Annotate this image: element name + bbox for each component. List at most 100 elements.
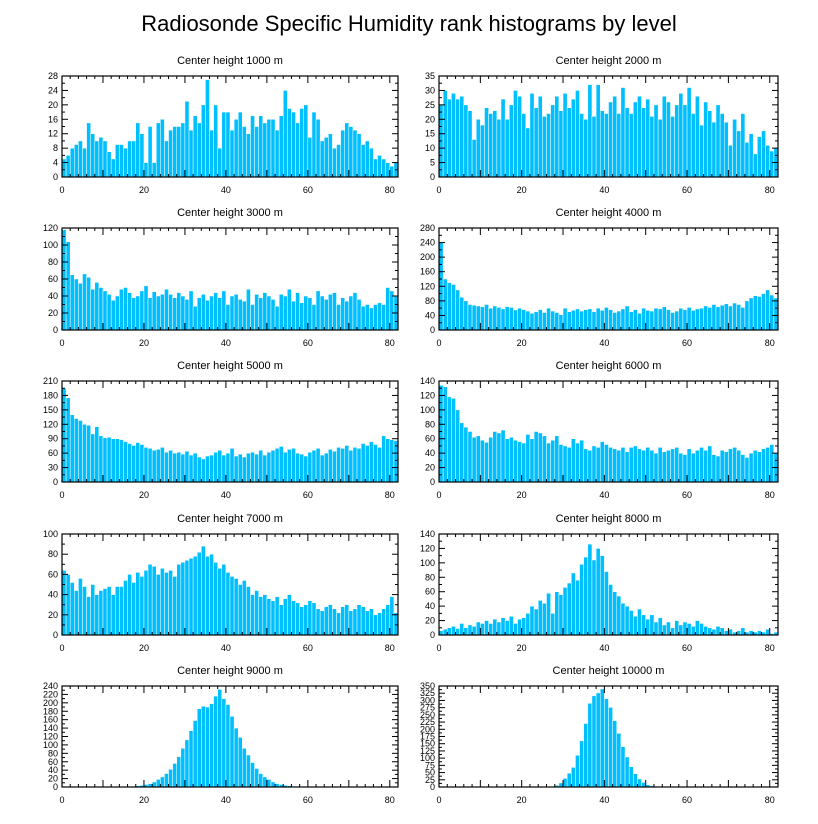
- histogram-bar: [657, 308, 663, 331]
- x-tick-label: 60: [303, 490, 313, 500]
- histogram-bar: [364, 140, 370, 178]
- y-tick-label: 140: [420, 376, 435, 386]
- x-tick-label: 60: [682, 338, 692, 348]
- histogram-bar: [492, 305, 498, 331]
- y-tick-label: 140: [43, 723, 58, 733]
- histogram-bar: [233, 578, 239, 636]
- histogram-bar: [151, 781, 157, 788]
- histogram-bar: [311, 304, 317, 331]
- y-tick-label: 100: [43, 529, 58, 539]
- histogram-bar: [765, 628, 770, 636]
- histogram-bar: [287, 449, 292, 483]
- y-tick-label: 90: [48, 434, 58, 444]
- histogram-bar: [258, 450, 264, 483]
- histogram-bar: [719, 113, 725, 178]
- histogram-bar: [509, 307, 514, 331]
- histogram-bar: [237, 453, 243, 483]
- histogram-bar: [690, 452, 696, 483]
- y-tick-label: 0: [430, 630, 435, 640]
- x-tick-label: 60: [682, 185, 692, 195]
- panel-title: Center height 4000 m: [556, 207, 662, 219]
- histogram-bar: [176, 756, 182, 788]
- histogram-bar: [682, 454, 688, 483]
- histogram-bar: [484, 304, 489, 331]
- histogram-bar: [666, 101, 671, 178]
- histogram-bar: [608, 447, 613, 483]
- histogram-bar: [389, 439, 395, 483]
- histogram-bar: [209, 129, 214, 178]
- bars: [61, 229, 399, 331]
- histogram-bar: [155, 295, 161, 331]
- histogram-bar: [352, 447, 358, 483]
- histogram-bar: [237, 299, 243, 331]
- x-tick-label: 0: [59, 338, 64, 348]
- panel-title: Center height 1000 m: [177, 55, 283, 67]
- histogram-bar: [761, 448, 766, 483]
- histogram-bar: [666, 450, 671, 483]
- y-tick-label: 60: [48, 569, 58, 579]
- histogram-bar: [521, 617, 527, 636]
- histogram-bar: [637, 312, 642, 331]
- histogram-bar: [209, 454, 214, 483]
- histogram-bar: [475, 435, 481, 483]
- histogram-bar: [184, 101, 190, 178]
- histogram-panel: Center height 9000 m0 20 40 60 8002040608010…: [43, 665, 399, 805]
- y-tick-label: 40: [425, 310, 435, 320]
- histogram-bar: [311, 602, 317, 636]
- histogram-bar: [595, 548, 601, 636]
- histogram-bar: [711, 454, 717, 483]
- histogram-bar: [266, 598, 272, 636]
- histogram-bar: [604, 698, 609, 788]
- x-tick-label: 0: [59, 795, 64, 805]
- histogram-bar: [641, 107, 646, 178]
- histogram-bar: [209, 553, 214, 636]
- histogram-bar: [221, 111, 227, 178]
- histogram-bar: [467, 624, 473, 636]
- histogram-bar: [201, 545, 206, 636]
- histogram-bar: [744, 457, 750, 483]
- histogram-bar: [769, 294, 775, 331]
- histogram-bar: [336, 612, 341, 636]
- bars: [61, 79, 399, 178]
- histogram-bar: [736, 304, 742, 331]
- histogram-bar: [332, 450, 337, 483]
- histogram-bar: [344, 445, 350, 483]
- histogram-bar: [699, 447, 704, 483]
- histogram-bar: [546, 442, 551, 483]
- histogram-bar: [500, 98, 506, 178]
- histogram-bar: [690, 626, 696, 636]
- histogram-bar: [525, 127, 531, 178]
- histogram-bar: [172, 763, 177, 788]
- histogram-bar: [151, 291, 157, 331]
- y-tick-label: 50: [425, 768, 435, 778]
- histogram-bar: [225, 111, 231, 178]
- histogram-bar: [575, 442, 580, 483]
- histogram-bar: [164, 572, 169, 636]
- histogram-bar: [455, 628, 460, 636]
- histogram-bar: [135, 442, 141, 483]
- histogram-bar: [168, 769, 173, 788]
- histogram-bar: [500, 617, 506, 636]
- histogram-bar: [451, 398, 456, 483]
- histogram-bar: [78, 420, 83, 483]
- histogram-bar: [554, 435, 560, 483]
- histogram-bar: [315, 290, 321, 331]
- x-tick-label: 80: [765, 795, 775, 805]
- histogram-bar: [278, 115, 284, 178]
- histogram-bar: [381, 304, 386, 331]
- histogram-bar: [633, 101, 638, 178]
- histogram-bar: [719, 450, 725, 483]
- histogram-bar: [661, 306, 667, 331]
- histogram-bar: [628, 766, 634, 788]
- histogram-bar: [328, 604, 333, 636]
- histogram-bar: [661, 451, 667, 483]
- histogram-bar: [373, 444, 378, 483]
- histogram-bar: [139, 576, 145, 636]
- bars: [127, 689, 317, 788]
- histogram-bar: [119, 144, 124, 178]
- histogram-bar: [740, 307, 746, 331]
- histogram-bar: [769, 444, 775, 483]
- histogram-bar: [484, 442, 489, 483]
- histogram-bar: [653, 307, 659, 331]
- histogram-bar: [447, 396, 452, 483]
